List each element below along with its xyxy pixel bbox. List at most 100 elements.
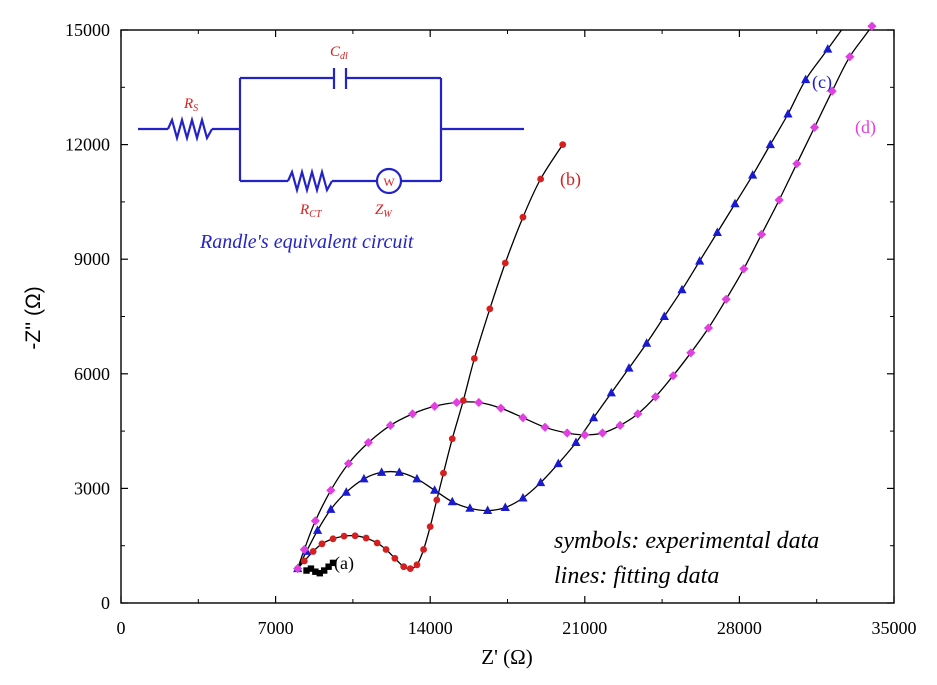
data-point <box>712 227 722 236</box>
data-point <box>293 564 303 574</box>
data-point <box>362 534 370 542</box>
data-point <box>329 559 337 567</box>
data-point <box>329 535 337 543</box>
data-point <box>606 387 616 397</box>
data-point <box>340 532 348 540</box>
data-point <box>589 412 599 422</box>
series-label-b: (b) <box>560 169 581 190</box>
data-point <box>312 568 319 575</box>
data-point <box>391 554 399 562</box>
data-point <box>756 229 767 239</box>
data-point <box>536 477 546 487</box>
plot-frame <box>120 29 895 604</box>
data-point <box>486 305 494 313</box>
circuit-title: Randle's equivalent circuit <box>199 231 414 253</box>
y-axis-title: -Z'' (Ω) <box>22 286 45 349</box>
data-point <box>326 504 336 513</box>
data-point <box>343 458 354 469</box>
data-point <box>307 565 315 572</box>
fit-line <box>297 144 564 570</box>
data-point <box>426 523 434 530</box>
data-point <box>496 403 506 413</box>
data-point <box>430 485 440 494</box>
data-point <box>320 567 328 574</box>
resistor-rs <box>166 115 213 143</box>
data-point <box>299 544 309 555</box>
series-label-a: (a) <box>334 553 354 574</box>
data-point <box>540 422 550 432</box>
label-zw-sub: W <box>383 209 393 220</box>
data-point <box>721 294 731 304</box>
data-point <box>659 311 669 320</box>
annotation-symbols: symbols: experimental data <box>554 528 819 554</box>
data-point <box>501 259 509 267</box>
data-point <box>447 496 457 506</box>
x-tick-label: 28000 <box>717 618 762 638</box>
data-point <box>452 397 462 408</box>
data-point <box>624 363 634 372</box>
label-rct: RCT <box>299 202 323 220</box>
y-tick-label: 12000 <box>65 135 110 155</box>
data-point <box>373 539 381 547</box>
data-point <box>677 284 687 294</box>
data-point <box>326 485 336 495</box>
annotation-lines: lines: fitting data <box>554 563 719 589</box>
y-tick-label: 15000 <box>65 20 110 40</box>
x-tick-label: 21000 <box>562 618 607 638</box>
data-point <box>325 563 332 570</box>
warburg-letter: W <box>383 175 395 189</box>
y-tick-label: 6000 <box>74 364 110 384</box>
data-point <box>448 435 456 443</box>
data-point <box>730 198 740 208</box>
data-point <box>318 540 326 548</box>
data-point <box>686 348 696 358</box>
data-point <box>695 256 705 265</box>
data-point <box>474 397 484 408</box>
data-point <box>430 401 440 411</box>
data-point <box>385 420 396 430</box>
data-point <box>483 505 493 515</box>
data-point <box>470 355 478 362</box>
data-point <box>316 570 323 577</box>
data-point <box>312 525 323 534</box>
data-point <box>500 502 510 511</box>
data-point <box>774 195 784 205</box>
data-point <box>553 458 563 468</box>
data-point <box>300 557 308 565</box>
label-cdl: Cdl <box>330 44 348 62</box>
label-cdl-main: C <box>330 44 341 60</box>
data-point <box>459 397 467 404</box>
label-rs-main: R <box>183 96 193 112</box>
axis-ticks <box>120 29 895 604</box>
x-tick-labels: 0 7000 14000 21000 28000 35000 <box>117 618 917 638</box>
data-point <box>359 473 369 483</box>
data-point <box>580 430 590 440</box>
data-point <box>407 409 418 419</box>
data-point <box>827 86 837 96</box>
data-point <box>406 565 414 573</box>
data-point <box>571 437 581 447</box>
label-cdl-sub: dl <box>340 51 348 62</box>
series-label-d: (d) <box>855 117 876 138</box>
data-point <box>809 122 820 133</box>
data-point <box>377 467 387 476</box>
data-point <box>633 409 643 419</box>
data-point <box>413 561 421 569</box>
data-point <box>433 496 441 504</box>
data-point <box>440 469 447 477</box>
data-point <box>748 170 758 179</box>
data-point <box>303 567 310 574</box>
data-point <box>420 546 427 553</box>
data-point <box>518 413 528 423</box>
data-point <box>867 21 877 31</box>
data-point <box>642 338 652 347</box>
data-point <box>537 175 545 183</box>
label-zw: ZW <box>375 202 393 220</box>
data-point <box>668 371 678 381</box>
data-point <box>394 467 404 476</box>
data-markers <box>293 21 877 577</box>
x-tick-label: 14000 <box>408 618 453 638</box>
data-point <box>801 74 811 84</box>
data-point <box>650 392 661 402</box>
y-tick-label: 3000 <box>74 478 110 498</box>
